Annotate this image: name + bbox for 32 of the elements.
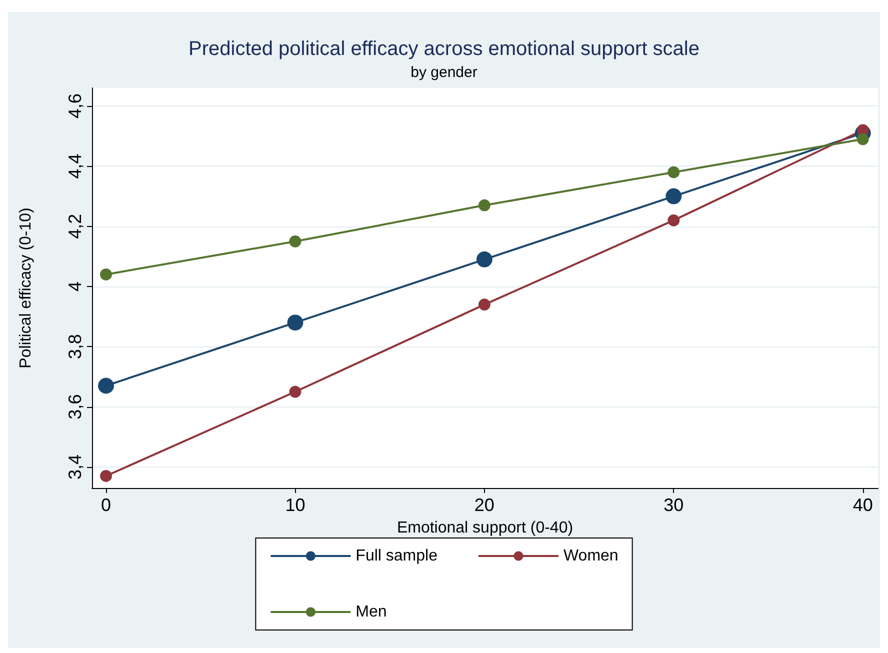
- x-axis-title: Emotional support (0-40): [396, 520, 574, 536]
- y-tick-label: 3,4: [65, 454, 85, 480]
- point: [668, 214, 680, 226]
- x-tick-label: 20: [474, 495, 494, 515]
- y-tick-label: 4,2: [65, 214, 85, 239]
- x-tick-label: 0: [100, 495, 112, 515]
- legend-label: Men: [356, 604, 387, 620]
- y-tick-label: 4: [65, 281, 85, 292]
- point: [287, 314, 304, 331]
- y-tick-label: 3,6: [65, 394, 85, 420]
- point: [100, 470, 112, 482]
- legend-label: Full sample: [356, 548, 438, 564]
- x-tick-label: 10: [285, 495, 306, 515]
- point: [478, 298, 490, 311]
- point: [476, 251, 492, 268]
- point: [478, 199, 490, 212]
- point: [666, 188, 682, 204]
- y-axis-title: Political efficacy (0-10): [18, 208, 34, 368]
- y-tick-label: 4,4: [65, 154, 85, 179]
- point: [100, 268, 112, 280]
- y-tick-label: 3,8: [65, 334, 85, 360]
- chart-subtitle: by gender: [410, 64, 478, 81]
- x-tick-label: 30: [664, 495, 684, 515]
- point: [289, 235, 302, 248]
- point: [98, 378, 114, 394]
- point: [289, 386, 302, 398]
- point: [856, 133, 869, 146]
- legend-label: Women: [563, 548, 618, 564]
- chart-title: Predicted political efficacy across emotional support scale: [188, 38, 700, 60]
- point: [668, 166, 680, 178]
- y-tick-label: 4,6: [65, 94, 85, 119]
- x-tick-label: 40: [852, 495, 873, 515]
